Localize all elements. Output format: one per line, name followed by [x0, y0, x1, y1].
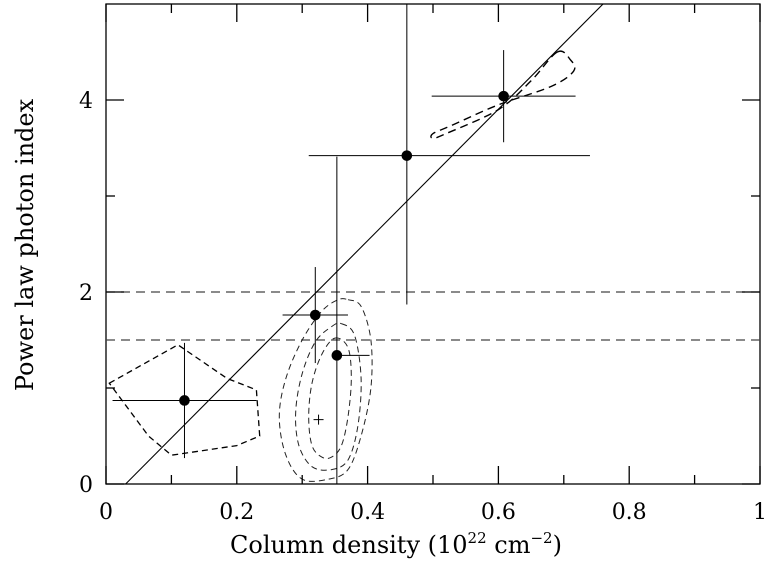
x-tick-label: 1 [753, 500, 766, 525]
fit-line [125, 4, 604, 484]
y-tick-label: 4 [79, 89, 93, 114]
data-marker [179, 395, 190, 406]
data-point-5 [431, 50, 576, 143]
data-marker [309, 309, 321, 321]
tick-labels: 0 0.2 0.4 0.6 0.8 1 0 2 4 [79, 89, 766, 525]
x-axis-label: Column density (1022 cm−2) [230, 529, 562, 559]
best-fit-cross [313, 414, 324, 425]
axis-ticks [105, 4, 761, 485]
y-axis-label: Power law photon index [11, 98, 39, 391]
plot-frame [105, 3, 761, 485]
data-marker [401, 150, 413, 161]
x-axis-label-exp2: −2 [530, 529, 552, 547]
y-tick-label: 2 [79, 281, 93, 306]
x-axis-label-part2: cm [487, 531, 531, 559]
data-marker [498, 90, 509, 102]
right-contour [430, 50, 576, 140]
x-tick-label: 0 [99, 500, 113, 525]
plot-area [105, 3, 761, 485]
chart-marks [106, 4, 760, 484]
x-axis-label-exp1: 22 [468, 529, 487, 547]
data-point-1 [112, 342, 257, 459]
x-tick-label: 0.2 [219, 500, 254, 525]
clipped-marks [108, 4, 604, 484]
x-tick-label: 0.4 [350, 500, 385, 525]
data-marker [331, 350, 343, 361]
left-contour [108, 344, 261, 456]
x-tick-label: 0.6 [481, 500, 516, 525]
x-axis-label-part3: ) [553, 531, 562, 559]
data-point-4 [308, 4, 590, 305]
x-axis-label-part1: Column density (10 [230, 531, 468, 559]
y-tick-label: 0 [79, 473, 93, 498]
data-point-2 [282, 267, 348, 364]
data-point-3 [331, 156, 370, 484]
central-contour-3 [278, 298, 373, 482]
central-contour-2 [295, 322, 362, 471]
x-tick-label: 0.8 [612, 500, 647, 525]
central-contour-1 [308, 337, 352, 460]
